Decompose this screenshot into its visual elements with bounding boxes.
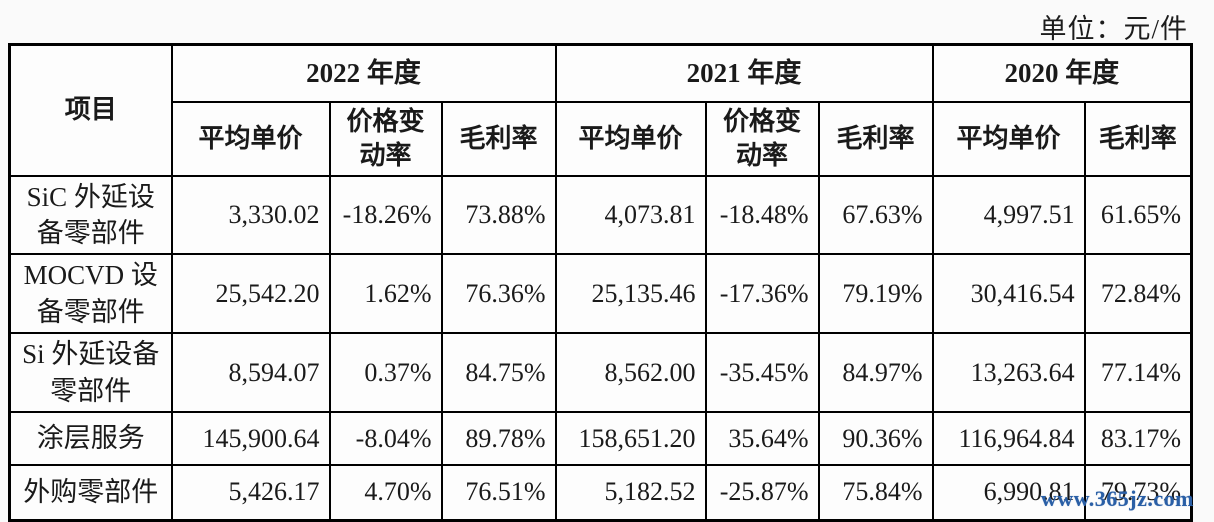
value-cell: 83.17% (1083, 411, 1193, 467)
table-header-row-metrics: 平均单价 价格变动率 毛利率 平均单价 价格变动率 毛利率 平均单价 毛利率 (10, 100, 1193, 177)
header-gross-margin-2022: 毛利率 (440, 100, 557, 177)
value-cell: 72.84% (1083, 253, 1193, 335)
header-year-2020: 2020 年度 (931, 43, 1193, 103)
value-cell: 116,964.84 (931, 411, 1086, 467)
value-cell: 76.51% (440, 464, 557, 522)
row-label: SiC 外延设备零部件 (8, 174, 173, 256)
value-cell: 61.65% (1083, 174, 1193, 256)
header-year-2021: 2021 年度 (554, 43, 934, 103)
table-row-coating: 涂层服务 145,900.64 -8.04% 89.78% 158,651.20… (8, 411, 1193, 467)
header-price-change-2021: 价格变动率 (704, 100, 820, 177)
table-row-purchased: 外购零部件 5,426.17 4.70% 76.51% 5,182.52 -25… (8, 464, 1193, 522)
table-row-si: Si 外延设备零部件 8,594.07 0.37% 84.75% 8,562.0… (8, 332, 1193, 414)
value-cell: 77.14% (1083, 332, 1193, 414)
table-row-sic: SiC 外延设备零部件 3,330.02 -18.26% 73.88% 4,07… (8, 174, 1193, 256)
value-cell: -18.26% (328, 174, 443, 256)
value-cell: 30,416.54 (931, 253, 1086, 335)
value-cell: -25.87% (704, 464, 820, 522)
value-cell: -35.45% (704, 332, 820, 414)
value-cell: 90.36% (817, 411, 934, 467)
header-avg-price-2022: 平均单价 (170, 100, 331, 177)
unit-label: 单位：元/件 (1039, 14, 1188, 44)
value-cell: 8,594.07 (170, 332, 331, 414)
row-label: 涂层服务 (8, 411, 173, 467)
value-cell: 0.37% (328, 332, 443, 414)
value-cell: 35.64% (704, 411, 820, 467)
row-label: 外购零部件 (8, 464, 173, 522)
value-cell: 76.36% (440, 253, 557, 335)
value-cell: 4,073.81 (554, 174, 707, 256)
value-cell: 4,997.51 (931, 174, 1086, 256)
value-cell: 8,562.00 (554, 332, 707, 414)
header-avg-price-2021: 平均单价 (554, 100, 707, 177)
row-label: Si 外延设备零部件 (8, 332, 173, 414)
value-cell: -8.04% (328, 411, 443, 467)
value-cell: 1.62% (328, 253, 443, 335)
header-gross-margin-2020: 毛利率 (1083, 100, 1193, 177)
value-cell: 84.75% (440, 332, 557, 414)
value-cell: -17.36% (704, 253, 820, 335)
table-row-mocvd: MOCVD 设备零部件 25,542.20 1.62% 76.36% 25,13… (8, 253, 1193, 335)
header-avg-price-2020: 平均单价 (931, 100, 1086, 177)
value-cell: 67.63% (817, 174, 934, 256)
value-cell: 6,990.81 (931, 464, 1086, 522)
price-table: 项目 2022 年度 2021 年度 2020 年度 平均单价 价格变动率 毛利… (8, 43, 1194, 522)
value-cell: 89.78% (440, 411, 557, 467)
header-year-2022: 2022 年度 (170, 43, 557, 103)
value-cell: 25,542.20 (170, 253, 331, 335)
value-cell: 13,263.64 (931, 332, 1086, 414)
value-cell: 4.70% (328, 464, 443, 522)
value-cell: 25,135.46 (554, 253, 707, 335)
value-cell: 145,900.64 (170, 411, 331, 467)
value-cell: 79.73% (1083, 464, 1193, 522)
value-cell: 3,330.02 (170, 174, 331, 256)
value-cell: 84.97% (817, 332, 934, 414)
header-gross-margin-2021: 毛利率 (817, 100, 934, 177)
header-price-change-2022: 价格变动率 (328, 100, 443, 177)
watermark-url: www.365jz.com (1040, 486, 1194, 511)
value-cell: 5,182.52 (554, 464, 707, 522)
header-item: 项目 (8, 43, 173, 177)
row-label: MOCVD 设备零部件 (8, 253, 173, 335)
value-cell: 5,426.17 (170, 464, 331, 522)
value-cell: 79.19% (817, 253, 934, 335)
value-cell: 75.84% (817, 464, 934, 522)
value-cell: 158,651.20 (554, 411, 707, 467)
value-cell: -18.48% (704, 174, 820, 256)
table-header-row-years: 项目 2022 年度 2021 年度 2020 年度 (8, 43, 1193, 177)
value-cell: 73.88% (440, 174, 557, 256)
